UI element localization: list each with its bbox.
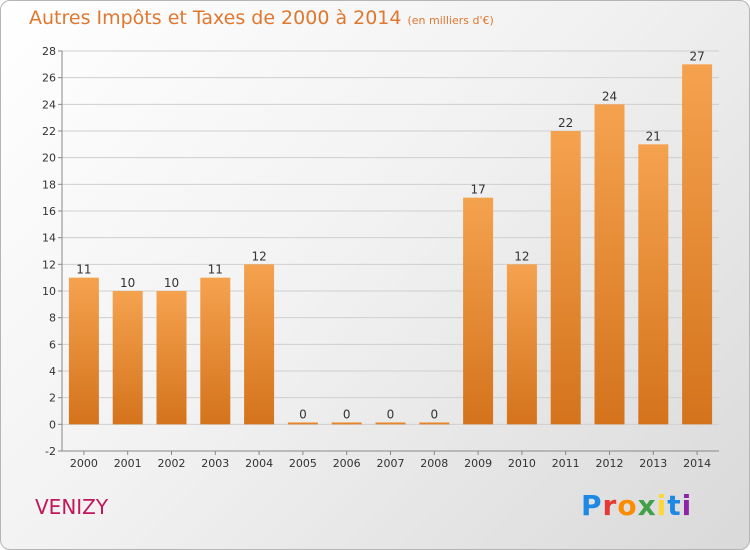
x-tick-label: 2007 — [377, 457, 405, 470]
logo-letter: i — [681, 489, 693, 522]
bar — [156, 291, 187, 425]
x-tick-label: 2001 — [114, 457, 142, 470]
proxiti-logo: Proxiti — [581, 489, 692, 522]
y-tick-label: 14 — [42, 232, 56, 245]
bar — [463, 197, 494, 425]
y-tick-label: 22 — [42, 125, 56, 138]
data-label: 27 — [689, 49, 704, 63]
bar — [244, 264, 275, 425]
y-tick-label: 8 — [49, 312, 56, 325]
x-tick-label: 2003 — [201, 457, 229, 470]
x-tick-label: 2012 — [596, 457, 624, 470]
logo-letter: r — [602, 489, 618, 522]
x-tick-label: 2010 — [508, 457, 536, 470]
x-tick-label: 2004 — [245, 457, 273, 470]
x-tick-label: 2002 — [158, 457, 186, 470]
data-label: 10 — [120, 276, 135, 290]
y-tick-label: 26 — [42, 72, 56, 85]
y-tick-label: 18 — [42, 178, 56, 191]
data-label: 0 — [299, 407, 307, 421]
y-tick-label: 0 — [49, 418, 56, 431]
logo-letter: x — [637, 489, 657, 522]
x-tick-label: 2008 — [420, 457, 448, 470]
data-label: 24 — [602, 89, 617, 103]
x-tick-label: 2009 — [464, 457, 492, 470]
y-tick-label: -2 — [45, 445, 56, 458]
data-label: 10 — [164, 276, 179, 290]
location-name: VENIZY — [35, 495, 109, 519]
data-label: 11 — [76, 263, 91, 277]
data-label: 0 — [343, 407, 351, 421]
data-label: 0 — [387, 407, 395, 421]
logo-letter: t — [667, 489, 682, 522]
bar — [594, 104, 625, 425]
x-tick-label: 2006 — [333, 457, 361, 470]
data-label: 12 — [251, 249, 266, 263]
x-tick-label: 2000 — [70, 457, 98, 470]
data-label: 17 — [470, 183, 485, 197]
data-label: 12 — [514, 249, 529, 263]
y-tick-label: 2 — [49, 392, 56, 405]
bar — [200, 277, 231, 425]
data-label: 0 — [430, 407, 438, 421]
x-tick-label: 2014 — [683, 457, 711, 470]
x-tick-label: 2011 — [552, 457, 580, 470]
logo-letter: i — [656, 489, 668, 522]
data-label: 21 — [646, 129, 661, 143]
logo-letter: o — [617, 489, 638, 522]
bar — [506, 264, 537, 425]
chart-unit: (en milliers d'€) — [407, 14, 494, 27]
y-tick-label: 12 — [42, 258, 56, 271]
logo-letter: P — [581, 489, 603, 522]
bar — [68, 277, 99, 425]
y-tick-label: 20 — [42, 152, 56, 165]
bar — [112, 291, 143, 425]
x-tick-label: 2005 — [289, 457, 317, 470]
bar — [287, 422, 318, 425]
bar — [331, 422, 362, 425]
chart-title: Autres Impôts et Taxes de 2000 à 2014 (en… — [29, 7, 494, 29]
y-tick-label: 28 — [42, 45, 56, 58]
y-tick-label: 10 — [42, 285, 56, 298]
y-tick-label: 16 — [42, 205, 56, 218]
bar — [419, 422, 450, 425]
x-tick-label: 2013 — [639, 457, 667, 470]
data-label: 22 — [558, 116, 573, 130]
chart-title-text: Autres Impôts et Taxes de 2000 à 2014 — [29, 7, 402, 29]
bar — [682, 64, 713, 425]
bar — [375, 422, 406, 425]
y-tick-label: 24 — [42, 98, 56, 111]
y-tick-label: 4 — [49, 365, 56, 378]
bar — [550, 131, 581, 425]
bar — [638, 144, 669, 425]
y-tick-label: 6 — [49, 338, 56, 351]
data-label: 11 — [208, 263, 223, 277]
